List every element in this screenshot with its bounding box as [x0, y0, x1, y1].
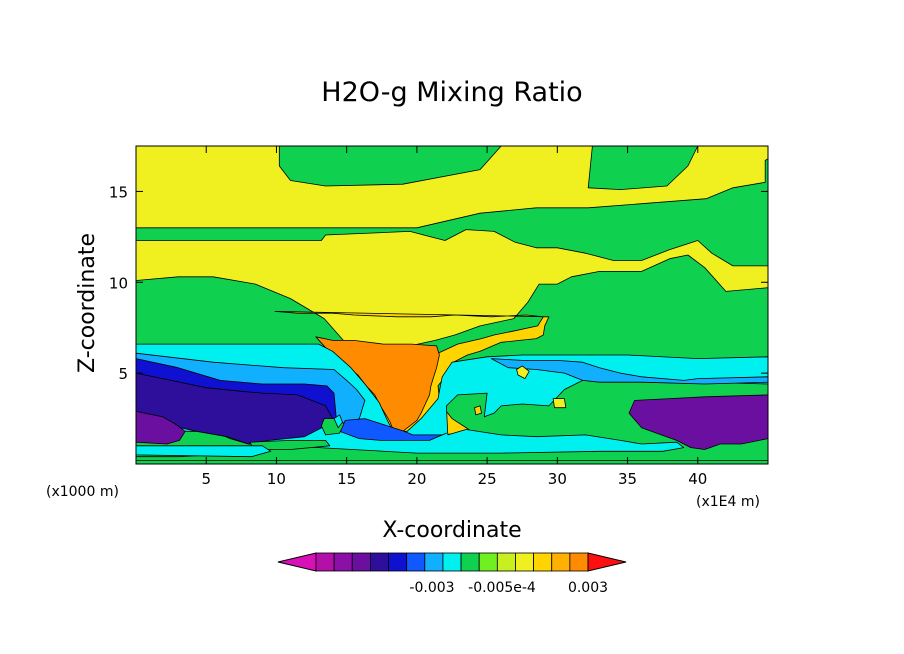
contour-region: [136, 146, 768, 229]
y-axis-label: Z-coordinate: [75, 233, 100, 373]
y-tick-label: 15: [109, 183, 128, 201]
contour-region: [628, 394, 768, 450]
contour-region: [552, 398, 567, 409]
x-tick-label: 25: [478, 470, 497, 488]
y-axis: 5 10 15: [109, 183, 768, 383]
x-tick-label: 30: [548, 470, 567, 488]
colorbar-cell: [333, 552, 353, 572]
colorbar-cell: [388, 552, 408, 572]
colorbar-cell: [551, 552, 571, 572]
x-tick-label: 10: [267, 470, 286, 488]
x-tick-label: 5: [201, 470, 211, 488]
colorbar-tick-label: -0.003: [409, 580, 454, 596]
colorbar-cell: [460, 552, 480, 572]
colorbar-cell: [277, 552, 317, 572]
x-tick-label: 40: [688, 470, 707, 488]
colorbar-cell: [369, 552, 389, 572]
contour-region: [136, 410, 186, 445]
colorbar-cell: [406, 552, 426, 572]
plot-frame: [135, 145, 769, 465]
colorbar-labels: -0.003 -0.005e-4 0.003: [409, 580, 608, 596]
colorbar-cell: [496, 552, 516, 572]
x-unit-label: (x1000 m): [46, 484, 119, 500]
colorbar-cell: [315, 552, 335, 572]
colorbar-cell: [515, 552, 535, 572]
contour-region: [136, 459, 768, 464]
colorbar-cell: [587, 552, 627, 572]
contour-region: [474, 405, 482, 416]
colorbar-cell: [533, 552, 553, 572]
colorbar-cell: [478, 552, 498, 572]
colorbar-cell: [424, 552, 444, 572]
chart-title: H2O-g Mixing Ratio: [321, 77, 582, 108]
contour-region: [333, 414, 343, 429]
colorbar-cell: [569, 552, 589, 572]
x-axis: 5 10 15 20 25 30 35 40: [201, 146, 707, 488]
y-tick-label: 10: [109, 274, 128, 292]
contour-region: [136, 445, 272, 458]
contour-region: [516, 365, 530, 380]
colorbar-tick-label: -0.005e-4: [468, 580, 536, 596]
x-extra-unit-label: (x1E4 m): [696, 494, 760, 510]
plot-area: [136, 146, 768, 464]
colorbar-cell: [351, 552, 371, 572]
x-tick-label: 35: [618, 470, 637, 488]
y-tick-label: 5: [118, 365, 128, 383]
contour-region: [339, 418, 447, 441]
x-tick-label: 15: [337, 470, 356, 488]
colorbar: [277, 552, 627, 572]
x-axis-label: X-coordinate: [382, 518, 521, 543]
x-tick-label: 20: [407, 470, 426, 488]
colorbar-tick-label: 0.003: [568, 580, 608, 596]
colorbar-cell: [442, 552, 462, 572]
contour-region: [490, 358, 768, 385]
